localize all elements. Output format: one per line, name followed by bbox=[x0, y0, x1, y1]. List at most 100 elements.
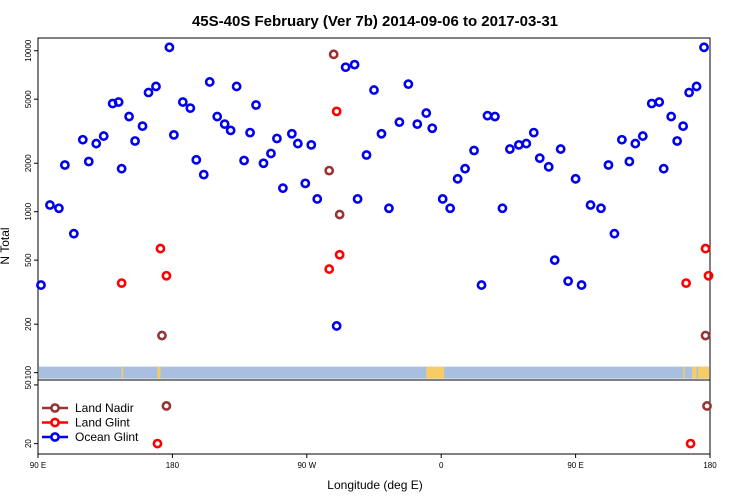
ocean-glint-point bbox=[151, 81, 161, 92]
ocean-glint-point bbox=[272, 133, 282, 144]
ocean-glint-point bbox=[185, 103, 196, 114]
ocean-glint-point bbox=[331, 321, 342, 331]
ocean-glint-point bbox=[452, 173, 463, 184]
ocean-glint-point bbox=[143, 87, 154, 98]
ocean-glint-point bbox=[168, 129, 179, 140]
ocean-glint-point bbox=[482, 110, 493, 121]
lower-y-tick-label: 50 bbox=[24, 380, 33, 389]
ocean-glint-point bbox=[684, 87, 694, 98]
ocean-glint-point bbox=[251, 100, 261, 110]
upper-y-tick-label: 10000 bbox=[24, 39, 33, 62]
ocean-glint-point bbox=[646, 98, 657, 109]
ocean-glint-point bbox=[98, 131, 109, 141]
land-glint-point bbox=[685, 438, 696, 449]
ocean-glint-point bbox=[361, 150, 372, 160]
land-nadir-point bbox=[324, 165, 335, 176]
upper-y-tick-label: 100 bbox=[24, 365, 33, 379]
ocean-glint-point bbox=[225, 125, 236, 136]
ocean-glint-point bbox=[349, 59, 360, 70]
ocean-glint-point bbox=[164, 42, 175, 53]
ocean-glint-point bbox=[555, 144, 566, 154]
ocean-glint-point bbox=[445, 203, 456, 214]
ocean-glint-point bbox=[77, 134, 88, 145]
ocean-glint-point bbox=[124, 111, 134, 122]
ocean-glint-point bbox=[609, 228, 620, 239]
ocean-glint-point bbox=[585, 200, 596, 210]
land-glint-point bbox=[324, 264, 335, 274]
y-axis-label: N Total bbox=[0, 227, 12, 264]
ocean-glint-point bbox=[394, 117, 405, 128]
ocean-glint-point bbox=[45, 200, 55, 210]
ocean-glint-point bbox=[54, 203, 64, 214]
ocean-glint-point bbox=[576, 280, 587, 290]
land-sea-band-strip bbox=[39, 366, 709, 379]
land-glint-point bbox=[681, 278, 692, 289]
land-nadir-point bbox=[157, 330, 167, 341]
ocean-glint-point bbox=[412, 119, 423, 130]
ocean-glint-point bbox=[490, 111, 500, 122]
ocean-glint-point bbox=[603, 160, 614, 170]
upper-y-tick-label: 5000 bbox=[24, 90, 33, 108]
ocean-glint-point bbox=[421, 108, 432, 118]
ocean-glint-point bbox=[427, 123, 438, 134]
land-nadir-point bbox=[702, 401, 712, 411]
ocean-glint-point bbox=[219, 119, 230, 130]
land-patch bbox=[157, 366, 161, 379]
legend-marker-land-nadir bbox=[50, 403, 60, 413]
ocean-glint-point bbox=[113, 97, 124, 107]
upper-y-tick-label: 1000 bbox=[24, 202, 33, 220]
ocean-glint-point bbox=[437, 194, 448, 204]
land-sea-band bbox=[39, 366, 709, 379]
land-nadir-point bbox=[328, 49, 339, 60]
ocean-glint-point bbox=[666, 111, 677, 122]
ocean-glint-point bbox=[231, 81, 242, 92]
ocean-glint-point bbox=[137, 121, 148, 132]
upper-panel-frame bbox=[37, 37, 711, 381]
ocean-glint-point bbox=[672, 136, 683, 146]
ocean-glint-point bbox=[563, 276, 574, 287]
ocean-glint-point bbox=[130, 136, 140, 146]
ocean-glint-point bbox=[534, 153, 545, 164]
ocean-glint-point bbox=[521, 138, 532, 149]
ocean-glint-point bbox=[624, 156, 635, 167]
ocean-glint-point bbox=[699, 42, 709, 53]
ocean-glint-point bbox=[504, 144, 515, 154]
ocean-glint-point bbox=[68, 228, 79, 239]
ocean-glint-point bbox=[59, 160, 70, 170]
land-glint-point bbox=[152, 438, 163, 449]
ocean-glint-point bbox=[691, 81, 702, 92]
ocean-glint-point bbox=[596, 203, 606, 214]
land-patch bbox=[426, 366, 445, 379]
ocean-glint-point bbox=[369, 85, 379, 95]
ocean-glint-point bbox=[204, 77, 215, 87]
ocean-glint-point bbox=[658, 163, 669, 174]
ocean-glint-point bbox=[212, 111, 223, 122]
ocean-glint-point bbox=[198, 169, 209, 180]
ocean-glint-point bbox=[497, 203, 508, 214]
ocean-glint-point bbox=[469, 145, 479, 156]
ocean-glint-point bbox=[278, 183, 288, 194]
ocean-glint-point bbox=[637, 131, 648, 141]
land-patch bbox=[683, 366, 685, 379]
upper-data-points bbox=[36, 42, 714, 341]
land-patch bbox=[121, 366, 124, 379]
lower-panel-frame bbox=[37, 379, 711, 455]
ocean-glint-point bbox=[292, 138, 303, 149]
upper-y-tick-label: 200 bbox=[24, 317, 33, 331]
ocean-glint-point bbox=[83, 156, 94, 167]
ocean-glint-point bbox=[543, 161, 554, 172]
ocean-glint-point bbox=[630, 138, 641, 149]
upper-y-tick-label: 2000 bbox=[24, 154, 33, 172]
land-glint-point bbox=[703, 270, 714, 281]
ocean-glint-point bbox=[91, 138, 102, 149]
ocean-glint-point bbox=[460, 163, 470, 174]
land-glint-point bbox=[334, 249, 345, 260]
land-patch bbox=[692, 366, 697, 379]
land-patch bbox=[698, 366, 709, 379]
x-tick-label: 90 E bbox=[567, 461, 583, 470]
ocean-glint-point bbox=[258, 158, 269, 169]
ocean-glint-point bbox=[286, 128, 297, 139]
